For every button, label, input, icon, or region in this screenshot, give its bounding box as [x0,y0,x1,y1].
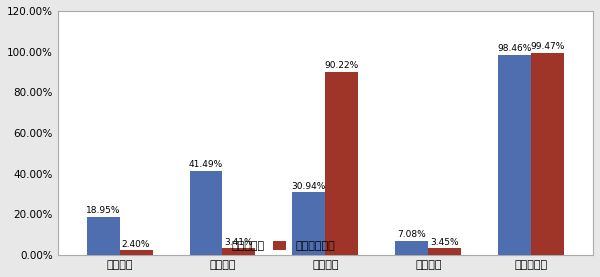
Text: 41.49%: 41.49% [189,160,223,169]
Bar [119,250,152,255]
Text: 7.08%: 7.08% [398,230,426,239]
Bar [325,71,358,255]
Bar [395,241,428,255]
Bar [86,217,119,255]
Text: 30.94%: 30.94% [292,182,326,191]
Text: 3.41%: 3.41% [224,238,253,247]
Text: 99.47%: 99.47% [530,42,565,51]
Text: 3.45%: 3.45% [431,238,459,247]
Text: 18.95%: 18.95% [86,206,121,215]
Bar [499,55,531,255]
Text: 2.40%: 2.40% [122,240,150,249]
Bar [190,171,223,255]
Bar [223,248,256,255]
Text: 90.22%: 90.22% [325,61,359,70]
Text: 98.46%: 98.46% [497,44,532,53]
Bar [292,192,325,255]
Legend: 本科毕业生, 研究生毕业生: 本科毕业生, 研究生毕业生 [205,237,338,255]
Bar [428,248,461,255]
Bar [531,53,564,255]
